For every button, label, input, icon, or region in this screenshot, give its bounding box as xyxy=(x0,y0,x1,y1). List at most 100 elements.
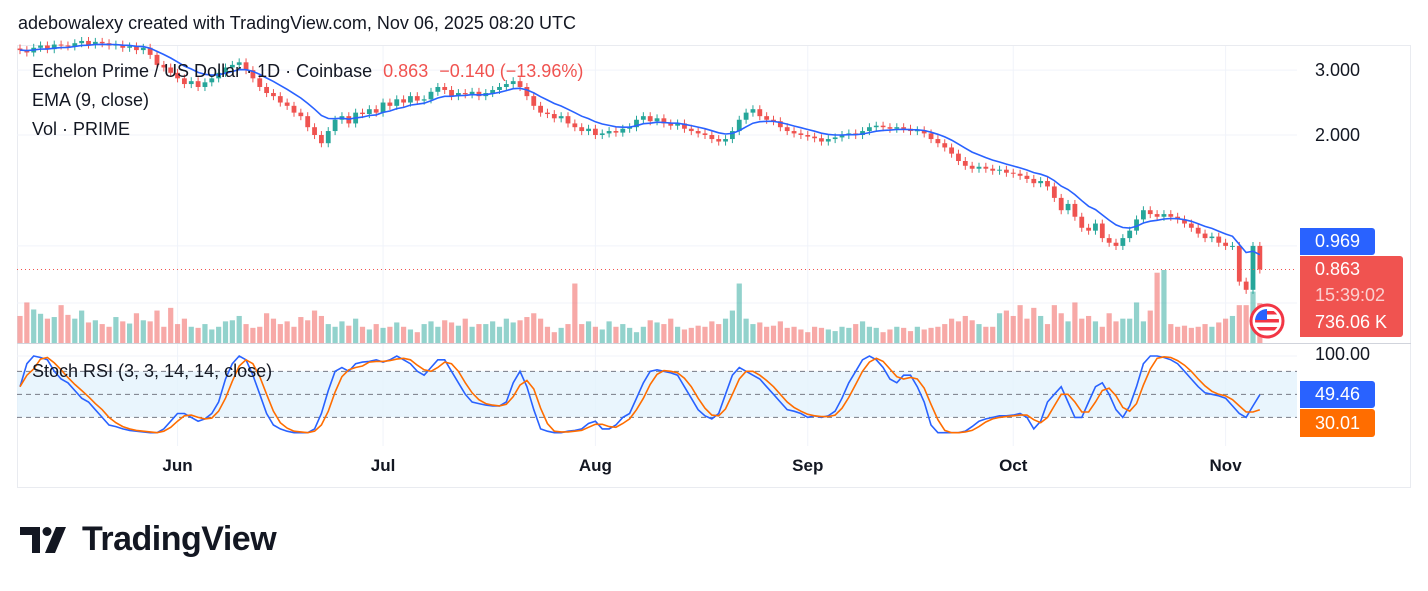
volume-bar xyxy=(962,315,968,343)
tradingview-logo[interactable]: TradingView xyxy=(20,520,277,559)
candle-body xyxy=(565,116,571,124)
price-axis-label: 3.000 xyxy=(1315,60,1361,80)
volume-bar xyxy=(928,327,934,343)
legend-ema[interactable]: EMA (9, close) xyxy=(32,90,150,110)
volume-bar xyxy=(1202,324,1208,343)
volume-bar xyxy=(401,326,407,343)
candle-body xyxy=(449,89,454,97)
candle-body xyxy=(1147,210,1153,215)
volume-bar xyxy=(825,329,831,343)
candle-body xyxy=(264,86,269,94)
volume-bar xyxy=(229,320,235,343)
volume-bar xyxy=(318,315,324,343)
candle-body xyxy=(668,123,674,126)
candle-body xyxy=(894,127,900,129)
volume-bar xyxy=(887,329,893,343)
volume-bar xyxy=(469,326,475,343)
volume-bar xyxy=(1161,270,1167,343)
volume-bar xyxy=(996,313,1003,343)
candle-body xyxy=(92,41,98,45)
volume-bar xyxy=(1175,326,1181,343)
volume-bar xyxy=(202,324,208,343)
volume-bar xyxy=(592,326,598,343)
volume-bar xyxy=(558,327,564,343)
legend-volume[interactable]: Vol · PRIME xyxy=(32,119,131,139)
volume-bar xyxy=(990,326,996,343)
candle-body xyxy=(661,118,667,124)
candle-body xyxy=(935,139,941,144)
volume-bar xyxy=(531,313,537,343)
volume-bar xyxy=(777,321,783,343)
candle-body xyxy=(1209,236,1215,239)
candle-body xyxy=(86,40,91,45)
candle-body xyxy=(394,99,400,106)
volume-bar xyxy=(51,317,57,343)
volume-bar xyxy=(161,326,167,343)
candle-body xyxy=(956,153,961,162)
volume-bar xyxy=(955,321,962,343)
candle-body xyxy=(997,169,1002,171)
candle-body xyxy=(373,109,379,113)
candle-body xyxy=(305,116,311,128)
volume-bar xyxy=(1216,322,1222,343)
time-axis-label: Jul xyxy=(370,456,396,475)
time-axis-label: Oct xyxy=(999,456,1028,475)
volume-bar xyxy=(65,314,71,343)
candle-body xyxy=(825,139,831,142)
candle-body xyxy=(387,102,393,106)
candle-body xyxy=(572,123,578,128)
candle-body xyxy=(695,131,701,134)
tradingview-logo-icon xyxy=(20,526,66,553)
volume-bar xyxy=(1181,325,1188,343)
volume-bar xyxy=(264,313,270,343)
volume-bar xyxy=(1229,315,1236,343)
candle-body xyxy=(531,96,537,106)
volume-bar xyxy=(914,326,920,343)
volume-bar xyxy=(17,315,23,343)
volume-bar xyxy=(113,317,119,343)
volume-bar xyxy=(880,332,886,343)
stoch-k-line xyxy=(19,354,1261,434)
volume-bar xyxy=(798,329,804,343)
volume-bar xyxy=(757,322,763,343)
volume-bar xyxy=(949,318,955,343)
volume-bar xyxy=(1086,315,1092,343)
volume-bar xyxy=(1133,302,1140,343)
volume-bar xyxy=(901,327,907,343)
volume-bar xyxy=(243,324,249,343)
candle-body xyxy=(593,128,598,135)
candle-body xyxy=(1127,230,1133,239)
candle-body xyxy=(969,165,975,169)
volume-bar xyxy=(983,326,989,343)
candle-body xyxy=(736,119,742,132)
volume-bar xyxy=(490,321,496,343)
us-flag-icon[interactable] xyxy=(1249,303,1285,339)
candle-body xyxy=(928,133,934,140)
candle-body xyxy=(202,82,208,87)
volume-bar xyxy=(1058,313,1064,343)
candle-body xyxy=(914,130,920,132)
candle-body xyxy=(1093,223,1098,231)
candle-body xyxy=(538,105,543,113)
candle-body xyxy=(702,133,708,135)
candle-body xyxy=(1010,172,1016,174)
candle-body xyxy=(764,116,770,120)
stoch-axis-label: 100.00 xyxy=(1315,344,1371,364)
volume-bar xyxy=(284,321,290,343)
candle-body xyxy=(634,119,639,128)
candle-body xyxy=(688,128,694,132)
candle-body xyxy=(1113,242,1119,246)
candle-body xyxy=(812,136,817,139)
legend-stoch-rsi[interactable]: Stoch RSI (3, 3, 14, 14, close) xyxy=(32,361,273,381)
candle-body xyxy=(325,131,331,144)
volume-bar xyxy=(579,324,585,343)
candle-body xyxy=(120,44,126,48)
volume-bar xyxy=(1065,321,1071,343)
candle-body xyxy=(551,114,557,119)
candle-body xyxy=(469,91,475,95)
candle-body xyxy=(298,112,304,117)
candle-body xyxy=(860,131,865,135)
candle-body xyxy=(1004,169,1009,173)
candle-body xyxy=(579,127,585,132)
